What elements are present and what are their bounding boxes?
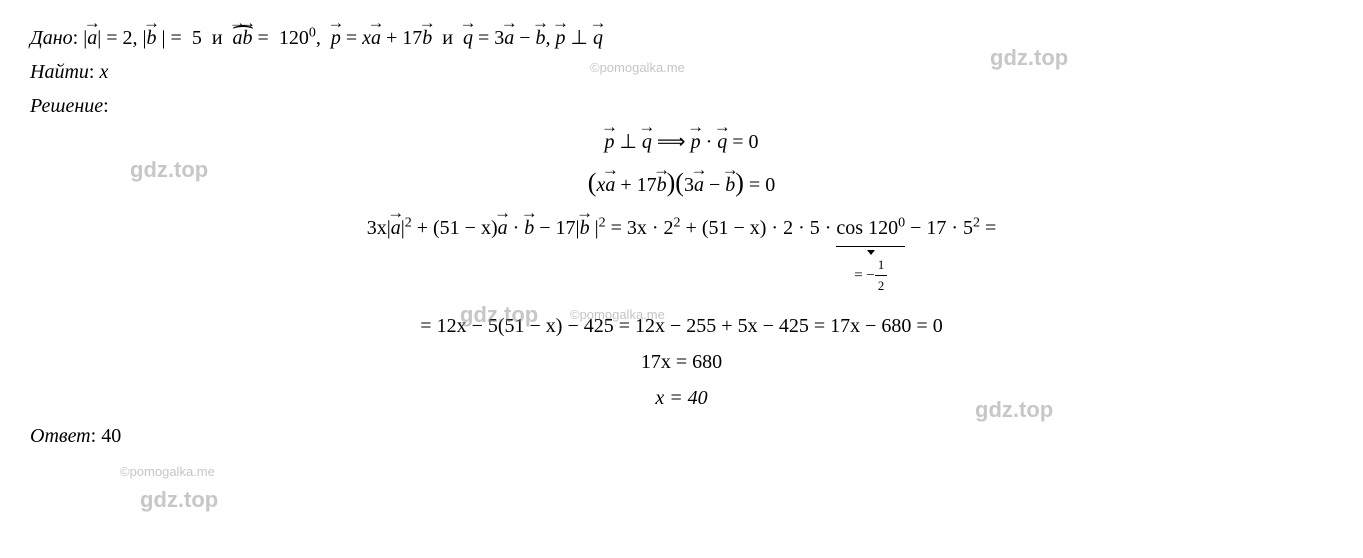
step-4: = 12x − 5(51 − x) − 425 = 12x − 255 + 5x… [30, 310, 1333, 342]
answer-value: 40 [101, 425, 121, 447]
watermark-gdz: gdz.top [140, 482, 218, 517]
step-6: x = 40 [30, 382, 1333, 414]
solution-label: Решение [30, 95, 103, 117]
step-1: p ⊥ q ⟹ p · q = 0 [30, 126, 1333, 158]
answer-line: Ответ: 40 [30, 420, 1333, 452]
given-label: Дано [30, 27, 73, 49]
cosine-underbrace: cos 1200 = −12 [836, 212, 905, 297]
step-5: 17x = 680 [30, 346, 1333, 378]
angle-deg: 0 [309, 25, 316, 40]
angle-value: 120 [279, 27, 309, 49]
find-label: Найти [30, 61, 89, 83]
find-line: Найти: x [30, 56, 1333, 88]
watermark-pomogalka: ©pomogalka.me [120, 462, 215, 483]
step-2: (xa + 17b)(3a − b) = 0 [30, 162, 1333, 204]
b-magnitude: 5 [192, 27, 202, 49]
solution-document: ©pomogalka.me gdz.top gdz.top gdz.top ©p… [30, 22, 1333, 452]
solution-label-line: Решение: [30, 90, 1333, 122]
given-line: Дано: |a| = 2, |b | = 5 и ab = 1200, p =… [30, 22, 1333, 54]
step-3: 3x|a|2 + (51 − x)a · b − 17|b |2 = 3x · … [30, 212, 1333, 297]
a-magnitude: 2 [123, 27, 133, 49]
answer-label: Ответ [30, 425, 91, 447]
find-var: x [99, 61, 108, 83]
